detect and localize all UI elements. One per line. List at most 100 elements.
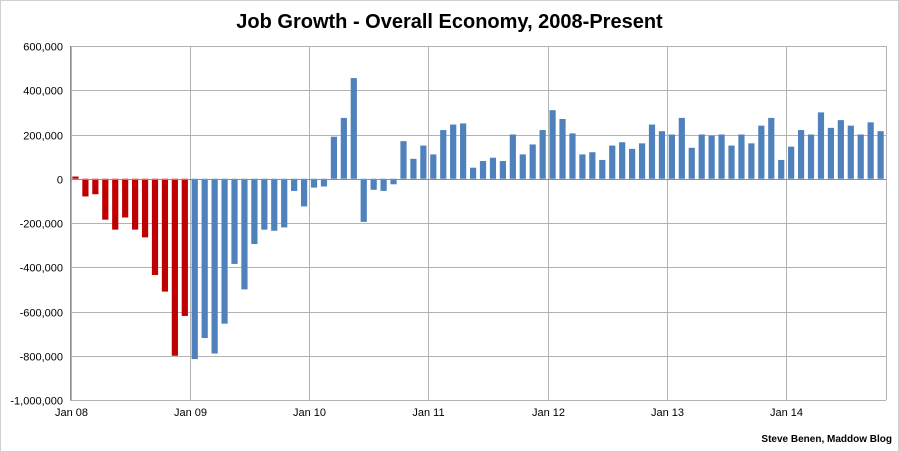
bar [638,143,646,179]
bar [579,154,586,179]
bar [340,117,347,179]
bar [410,158,417,179]
bar [629,148,636,179]
bar [201,178,208,339]
bar [469,167,477,179]
bar [817,112,825,179]
y-tick-label: 200,000 [23,131,63,143]
x-tick-label: Jan 12 [532,407,565,419]
bar [758,125,765,179]
bar [281,178,288,228]
bar [748,143,755,179]
bar [867,122,874,179]
bar [300,178,308,207]
bar [380,178,387,191]
x-tick-label: Jan 10 [293,407,326,419]
bar [102,178,109,220]
bar [291,178,298,191]
bar [221,178,228,324]
bar [151,178,159,275]
bar [499,161,506,179]
bar [489,157,497,179]
bar [788,146,795,179]
x-tick-label: Jan 09 [174,407,207,419]
axes: 600,000 400,000 200,000 0 -200,000 -400,000 -6… [10,42,886,419]
bar [648,124,656,179]
bar [797,130,805,179]
x-tick-label: Jan 13 [651,407,684,419]
bar [658,131,666,179]
bar [390,178,397,185]
bar [360,178,367,222]
bar [509,134,516,179]
bar [310,178,318,188]
bar [519,154,526,179]
bar [82,178,89,197]
y-tick-label: -1,000,000 [10,396,63,408]
bar [370,178,377,190]
bar [161,178,169,292]
bar [430,154,437,179]
bar [678,117,685,179]
x-tick-label: Jan 14 [770,407,803,419]
bar [589,152,596,179]
bar [768,117,775,179]
bar [807,134,815,179]
bar [708,135,715,179]
bar [549,110,556,179]
bar [698,134,705,179]
bar [599,159,606,179]
bar [122,178,129,218]
y-tick-label: 0 [57,175,63,187]
bar [211,178,218,354]
y-tick-label: 600,000 [23,42,63,54]
bar [271,178,278,231]
bar [450,124,457,179]
bar [529,144,536,179]
y-tick-label: 400,000 [23,86,63,98]
x-tick-label: Jan 08 [55,407,88,419]
bar [479,161,487,179]
bar [559,119,566,179]
bar [141,178,149,238]
bar [350,78,357,179]
chart-title: Job Growth - Overall Economy, 2008-Prese… [236,11,663,33]
bar [877,131,884,179]
bars [72,78,884,360]
bar [112,178,119,230]
bar [171,178,178,356]
bar [688,147,695,179]
bar [569,133,576,179]
y-tick-label: -400,000 [20,263,63,275]
bar [847,125,854,179]
bar [778,159,785,179]
bar [241,178,248,290]
bar [72,176,79,179]
bar [251,178,258,245]
bar [837,120,844,179]
bar [827,127,835,179]
bar [440,130,447,179]
bar [420,145,427,179]
bar [320,178,328,187]
bar [539,130,546,179]
bar [668,134,675,179]
bar [619,142,626,179]
y-tick-label: -200,000 [20,219,63,231]
bar [191,178,198,360]
bar [609,145,616,179]
bar [181,178,188,316]
bar [400,141,407,179]
bar [857,134,864,179]
bar [718,134,725,179]
y-tick-label: -600,000 [20,308,63,320]
bar [261,178,268,230]
bar [330,136,338,179]
bar [92,178,99,195]
bar [231,178,238,264]
y-tick-label: -800,000 [20,352,63,364]
bar [460,123,467,179]
bar [132,178,139,230]
